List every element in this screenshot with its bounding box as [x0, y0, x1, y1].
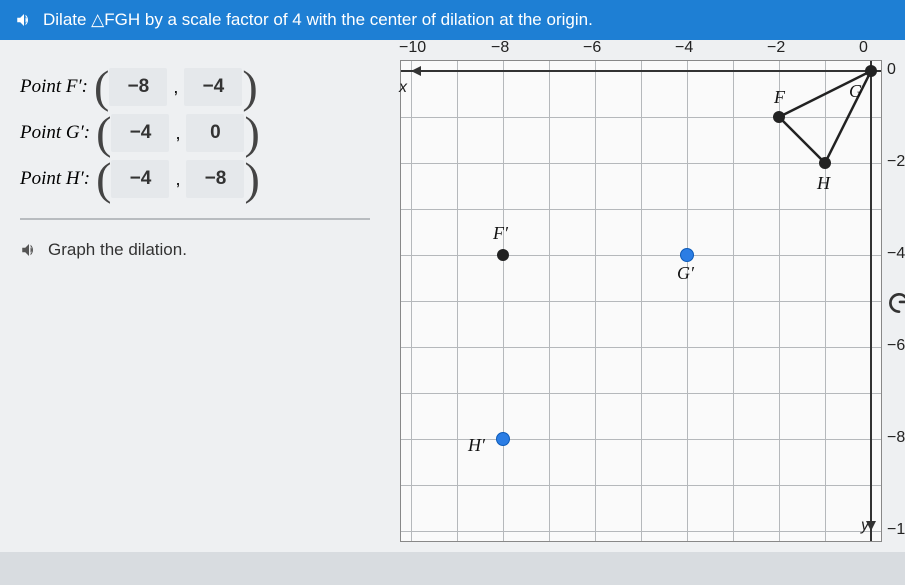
lparen: (: [94, 71, 109, 103]
left-panel: Point F′: ( −8 , −4 ) Point G′: ( −4 , 0…: [20, 60, 370, 542]
point-g-y-input[interactable]: 0: [186, 114, 244, 152]
point-g-row: Point G′: ( −4 , 0 ): [20, 114, 370, 152]
y-tick-label: −6: [887, 337, 905, 355]
sub-instruction: Graph the dilation.: [20, 240, 370, 260]
instruction-text: Dilate △FGH by a scale factor of 4 with …: [43, 10, 593, 30]
y-tick-label: −8: [887, 429, 905, 447]
audio-icon[interactable]: [15, 11, 33, 29]
y-tick-label: −2: [887, 153, 905, 171]
x-tick-label: −2: [767, 39, 785, 57]
point-g-label: Point G′:: [20, 122, 90, 144]
rparen: ): [244, 163, 259, 195]
point-h-row: Point H′: ( −4 , −8 ): [20, 160, 370, 198]
y-tick-label: −10: [887, 521, 905, 539]
point-f-y-input[interactable]: −4: [184, 68, 242, 106]
comma: ,: [173, 77, 178, 98]
point-g-x-input[interactable]: −4: [111, 114, 169, 152]
y-tick-label: −4: [887, 245, 905, 263]
x-tick-label: −6: [583, 39, 601, 57]
sub-instruction-text: Graph the dilation.: [48, 240, 187, 260]
rparen: ): [244, 117, 259, 149]
y-tick-label: 0: [887, 61, 896, 79]
content-area: Point F′: ( −8 , −4 ) Point G′: ( −4 , 0…: [0, 40, 905, 552]
x-tick-label: −4: [675, 39, 693, 57]
point-f-x-input[interactable]: −8: [109, 68, 167, 106]
point-h-label: Point H′:: [20, 168, 90, 190]
x-tick-label: 0: [859, 39, 868, 57]
audio-icon[interactable]: [20, 241, 38, 259]
point-f-row: Point F′: ( −8 , −4 ): [20, 68, 370, 106]
x-tick-label: −10: [399, 39, 426, 57]
coordinate-grid[interactable]: −10−8−6−4−200−2−4−6−8−10xyFGHF′G′H′: [400, 60, 882, 542]
x-tick-label: −8: [491, 39, 509, 57]
refresh-icon[interactable]: [886, 290, 905, 316]
point-f-label: Point F′:: [20, 76, 88, 98]
point-h-x-input[interactable]: −4: [111, 160, 169, 198]
point-h-y-input[interactable]: −8: [186, 160, 244, 198]
divider: [20, 218, 370, 220]
rparen: ): [242, 71, 257, 103]
lparen: (: [96, 163, 111, 195]
comma: ,: [175, 169, 180, 190]
comma: ,: [175, 123, 180, 144]
instruction-header: Dilate △FGH by a scale factor of 4 with …: [0, 0, 905, 40]
lparen: (: [96, 117, 111, 149]
